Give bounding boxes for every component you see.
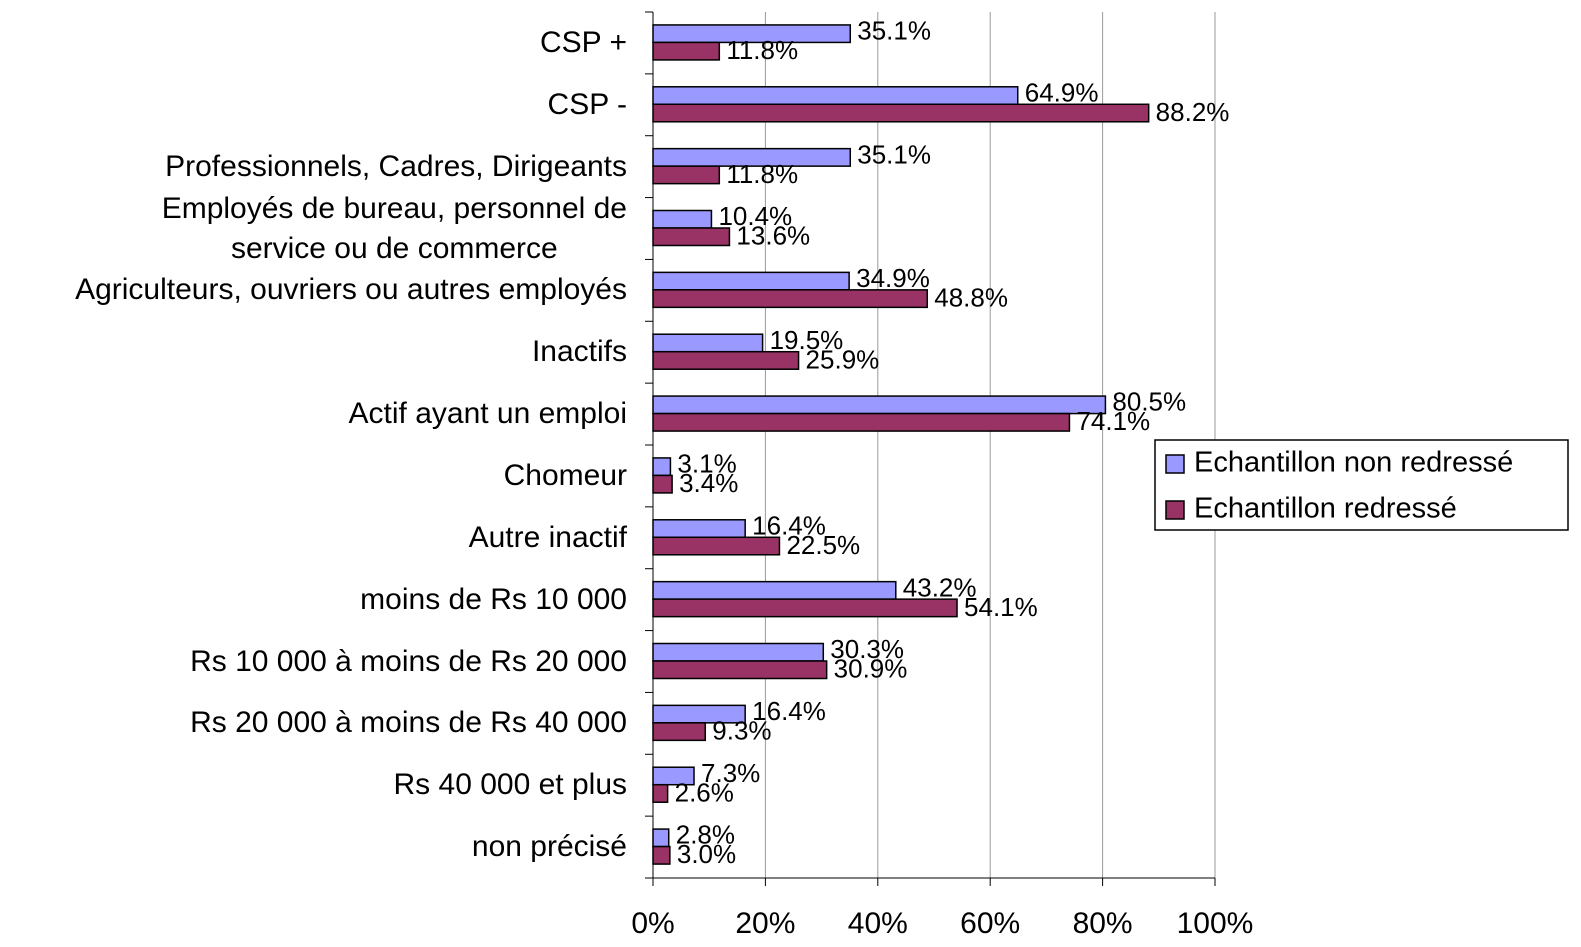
- value-label: 2.8%: [676, 820, 735, 850]
- value-label: 54.1%: [964, 592, 1038, 622]
- value-label: 11.8%: [726, 159, 798, 189]
- legend-label: Echantillon non redressé: [1194, 447, 1513, 479]
- value-label: 74.1%: [1076, 406, 1150, 436]
- category-label: CSP -: [547, 87, 627, 121]
- category-label: Actif ayant un emploi: [348, 397, 627, 431]
- bar: [652, 289, 929, 309]
- bar: [652, 642, 825, 662]
- x-tick-label: 80%: [1073, 907, 1133, 940]
- bar: [652, 766, 695, 786]
- bar: [652, 333, 764, 353]
- category-label: Inactifs: [531, 335, 627, 369]
- category-label: non précisé: [471, 830, 627, 864]
- value-label: 3.0%: [677, 839, 736, 869]
- value-label: 30.3%: [830, 634, 904, 664]
- category-label: Rs 20 000 à moins de Rs 40 000: [190, 706, 627, 740]
- bar: [652, 86, 1019, 106]
- bar: [652, 845, 671, 865]
- x-tick-label: 0%: [631, 907, 674, 940]
- category-label: Chomeur: [503, 458, 627, 492]
- value-label: 43.2%: [903, 572, 977, 602]
- x-tick-label: 100%: [1177, 907, 1254, 940]
- bar: [652, 395, 1107, 415]
- value-label: 34.9%: [856, 263, 930, 293]
- bar: [652, 457, 672, 477]
- value-label: 3.4%: [679, 468, 738, 498]
- bar: [652, 271, 850, 291]
- bar: [652, 474, 673, 494]
- value-label: 16.4%: [752, 696, 826, 726]
- bar: [652, 41, 721, 61]
- category-label: Autre inactif: [468, 520, 627, 554]
- bar: [652, 536, 781, 556]
- bar: [652, 580, 897, 600]
- bar: [652, 598, 958, 618]
- bar: [652, 103, 1150, 123]
- value-label: 13.6%: [736, 221, 810, 251]
- category-label: moins de Rs 10 000: [360, 582, 627, 616]
- bar: [652, 24, 852, 44]
- category-label: Agriculteurs, ouvriers ou autres employé…: [75, 273, 627, 307]
- value-label: 11.8%: [726, 35, 798, 65]
- x-tick-label: 40%: [848, 907, 908, 940]
- legend-swatch: [1165, 500, 1185, 520]
- value-label: 19.5%: [770, 325, 844, 355]
- value-label: 80.5%: [1112, 387, 1186, 417]
- value-label: 3.1%: [677, 449, 736, 479]
- bar: [652, 165, 721, 185]
- bar: [652, 350, 800, 370]
- value-label: 35.1%: [857, 139, 931, 169]
- value-label: 10.4%: [718, 201, 792, 231]
- value-label: 88.2%: [1156, 97, 1230, 127]
- bar: [652, 828, 670, 848]
- category-label: Rs 40 000 et plus: [393, 768, 627, 802]
- bar: [652, 227, 731, 247]
- bar: [652, 722, 707, 742]
- value-label: 2.6%: [675, 777, 734, 807]
- category-label: Professionnels, Cadres, Dirigeants: [165, 149, 627, 183]
- value-label: 9.3%: [712, 715, 771, 745]
- value-label: 25.9%: [806, 344, 880, 374]
- x-tick-label: 20%: [735, 907, 795, 940]
- legend-label: Echantillon redressé: [1194, 493, 1457, 525]
- value-label: 64.9%: [1025, 77, 1099, 107]
- value-label: 35.1%: [857, 16, 931, 46]
- legend-swatch: [1165, 454, 1185, 474]
- category-label: CSP +: [540, 25, 627, 59]
- value-label: 30.9%: [834, 654, 908, 684]
- bar: [652, 147, 852, 167]
- value-label: 16.4%: [752, 510, 826, 540]
- value-label: 7.3%: [701, 758, 760, 788]
- category-label: Employés de bureau, personnel de service…: [161, 191, 627, 265]
- category-label: Rs 10 000 à moins de Rs 20 000: [190, 644, 627, 678]
- value-label: 48.8%: [934, 282, 1008, 312]
- legend: Echantillon non redressé Echantillon redr…: [1154, 439, 1569, 531]
- bar: [652, 412, 1071, 432]
- bar: [652, 660, 828, 680]
- bar: [652, 783, 669, 803]
- bar: [652, 209, 713, 229]
- legend-box: [1154, 439, 1569, 531]
- x-tick-label: 60%: [960, 907, 1020, 940]
- bar: [652, 519, 746, 539]
- value-label: 22.5%: [786, 530, 860, 560]
